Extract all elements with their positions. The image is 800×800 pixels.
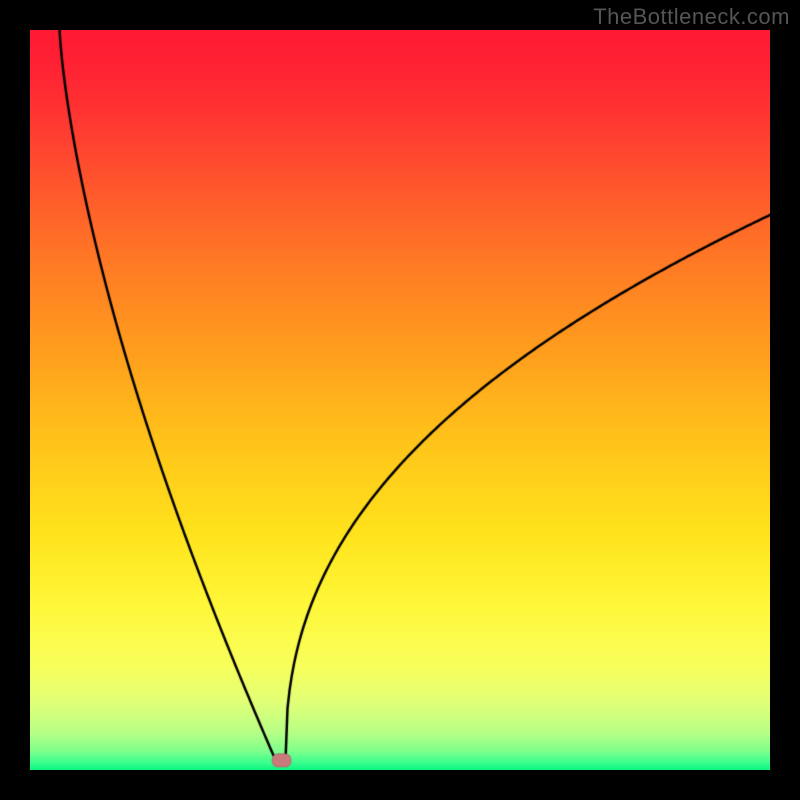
plot-area	[30, 30, 770, 770]
watermark-text: TheBottleneck.com	[593, 4, 790, 30]
bottleneck-curve-chart	[30, 30, 770, 770]
chart-container: TheBottleneck.com	[0, 0, 800, 800]
